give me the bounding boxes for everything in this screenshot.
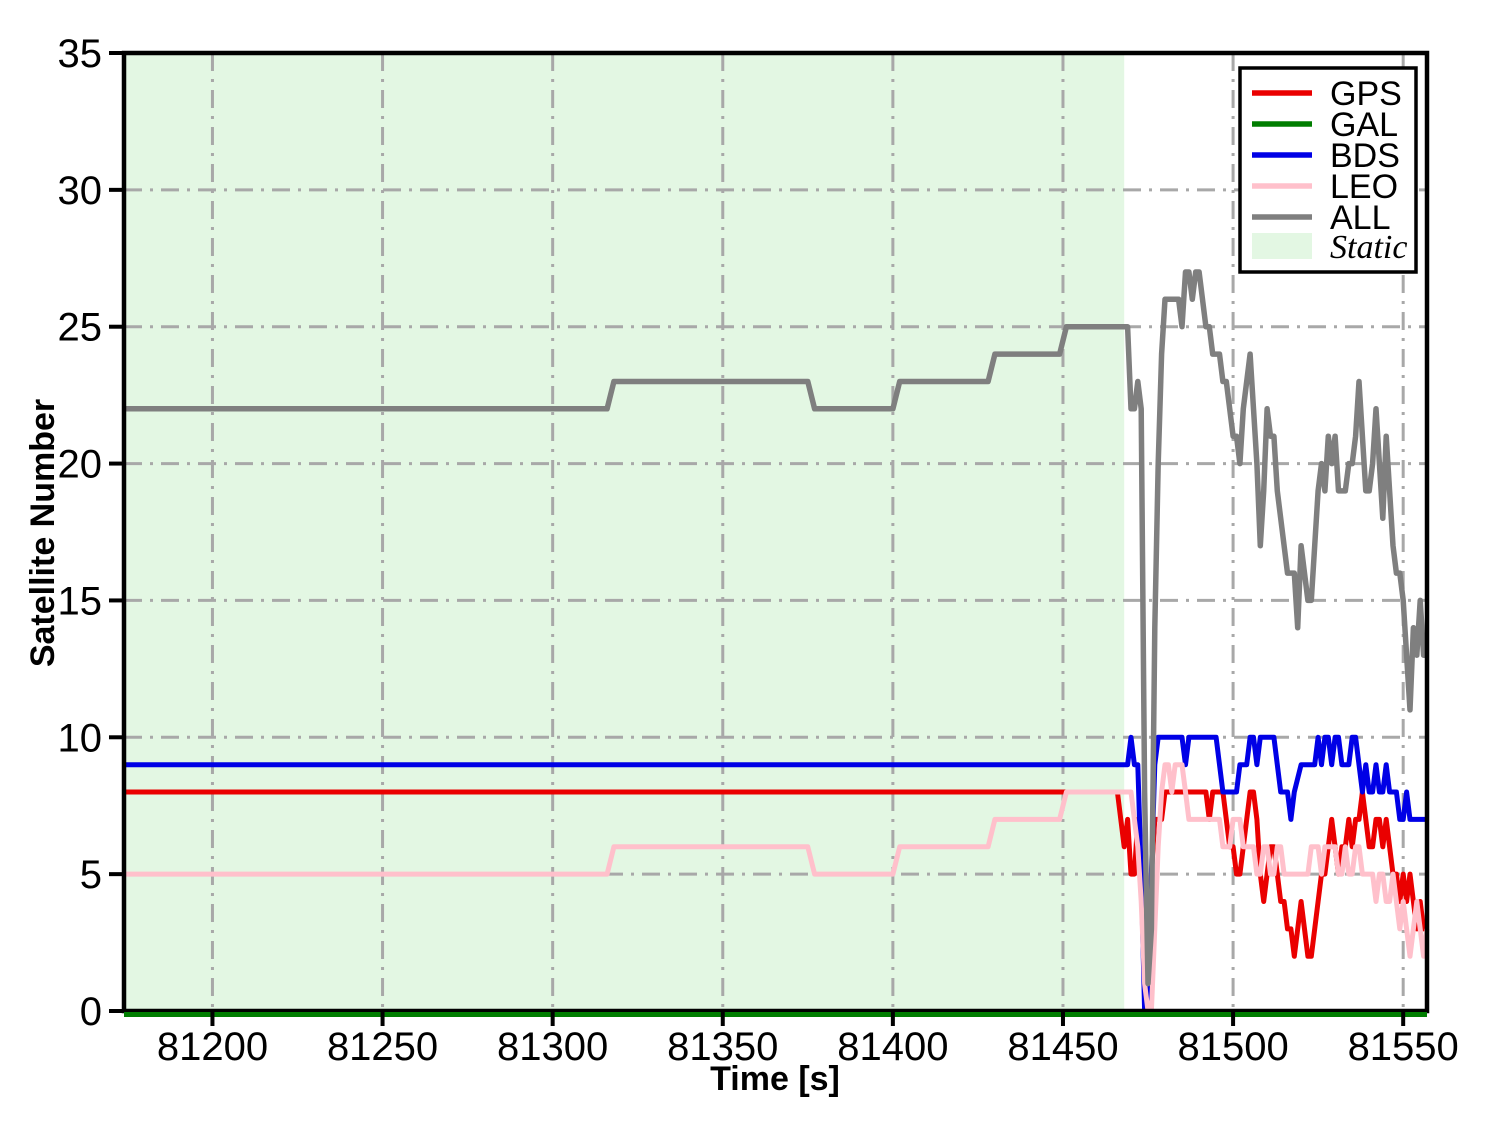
y-tick-label: 0 [80,990,102,1034]
y-tick-label: 10 [58,716,103,760]
y-tick-label: 5 [80,853,102,897]
x-tick-label: 81550 [1348,1025,1459,1069]
leo-line [124,762,1430,1014]
tick-layer [109,51,1406,1026]
static-region [124,53,1125,1011]
legend-item-gps: GPS [1252,75,1402,113]
y-tick-label: 20 [58,443,103,487]
legend-label-gps: GPS [1330,75,1402,113]
tick-label-layer: 81200 81250 81300 81350 81400 81450 81500 81550… [58,32,1459,1069]
legend-label-gal: GAL [1330,106,1398,144]
y-tick-label: 15 [58,579,103,623]
legend-item-all: ALL [1252,199,1391,237]
legend-item-leo: LEO [1252,168,1398,206]
x-tick-label: 81400 [837,1025,948,1069]
x-tick-label: 81350 [667,1025,778,1069]
all-line [124,269,1427,987]
y-tick-label: 25 [58,306,103,350]
y-tick-label: 30 [58,169,103,213]
x-tick-label: 81300 [497,1025,608,1069]
legend-item-bds: BDS [1252,137,1400,175]
legend-item-gal: GAL [1252,106,1398,144]
legend-label-static: Static [1330,229,1407,266]
legend-label-bds: BDS [1330,137,1400,175]
axes-frame-layer [121,50,1430,1014]
legend-label-leo: LEO [1330,168,1398,206]
static-region-layer [124,53,1125,1011]
x-axis-label: Time [s] [710,1060,840,1098]
static-legend-swatch [1252,233,1312,259]
gps-line [124,789,1427,987]
bds-line [124,734,1427,1014]
x-tick-label: 81450 [1007,1025,1118,1069]
series-layer [124,269,1430,1014]
x-tick-label: 81200 [157,1025,268,1069]
y-axis-label: Satellite Number [24,399,62,667]
plot-frame [121,50,1430,1014]
y-tick-label: 35 [58,32,103,76]
legend-label-all: ALL [1330,199,1391,237]
legend-item-static: Static [1252,229,1407,266]
x-tick-label: 81500 [1177,1025,1288,1069]
x-tick-label: 81250 [327,1025,438,1069]
